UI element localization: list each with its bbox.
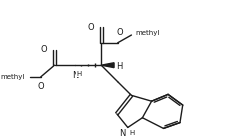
Text: N: N: [72, 71, 79, 80]
Polygon shape: [101, 63, 114, 68]
Text: O: O: [40, 45, 47, 54]
Text: methyl: methyl: [135, 30, 160, 36]
Text: H: H: [116, 62, 123, 71]
Text: H: H: [130, 130, 135, 136]
Text: N: N: [120, 129, 126, 138]
Text: O: O: [116, 28, 123, 37]
Text: O: O: [37, 82, 44, 91]
Text: H: H: [77, 71, 82, 77]
Text: methyl: methyl: [1, 74, 25, 80]
Text: O: O: [87, 23, 94, 32]
